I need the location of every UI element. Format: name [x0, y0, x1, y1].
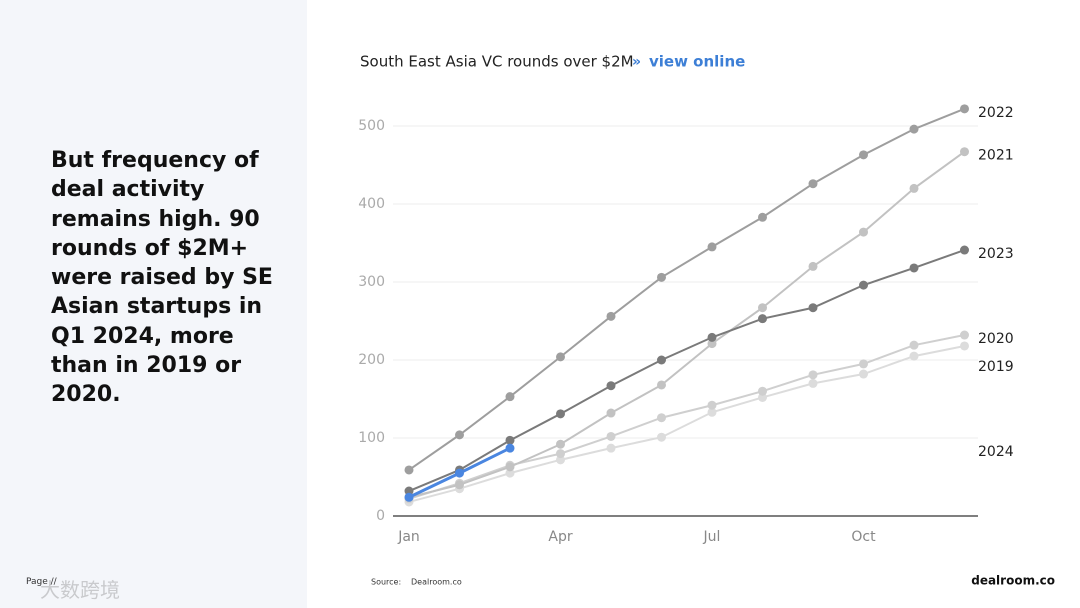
data-point	[960, 104, 969, 114]
data-point	[808, 370, 818, 380]
data-point	[556, 449, 565, 459]
view-online-link[interactable]: view online	[649, 53, 745, 71]
series-label: 2019	[978, 359, 1014, 375]
y-tick-label: 100	[358, 430, 385, 446]
data-point	[859, 227, 868, 237]
data-point	[808, 179, 818, 189]
series-label: 2023	[978, 246, 1014, 262]
data-point	[707, 400, 717, 410]
data-point	[606, 408, 616, 418]
left-panel: But frequency of deal activity remains h…	[0, 0, 307, 608]
data-point	[556, 352, 565, 362]
data-point	[707, 332, 717, 342]
data-point	[657, 413, 666, 423]
data-point	[808, 303, 818, 313]
data-point	[556, 455, 565, 465]
y-tick-label: 0	[376, 508, 385, 524]
data-point	[455, 430, 464, 440]
series-label: 2021	[978, 148, 1014, 164]
data-point	[859, 359, 868, 369]
data-point	[960, 330, 969, 340]
y-tick-label: 500	[358, 118, 385, 134]
data-point	[657, 272, 666, 282]
logo: dealroom.co	[971, 574, 1055, 588]
data-point	[404, 486, 414, 496]
series-label: 2024	[978, 444, 1014, 460]
data-point	[657, 355, 666, 365]
series-label: 2022	[978, 105, 1014, 121]
data-point	[455, 468, 464, 478]
data-point	[505, 468, 515, 478]
data-point	[455, 480, 464, 490]
heading: But frequency of deal activity remains h…	[51, 148, 273, 408]
series-line	[408, 344, 965, 503]
data-point	[960, 147, 969, 157]
source: Dealroom.co	[411, 578, 462, 587]
data-point	[657, 432, 666, 442]
data-point	[707, 242, 717, 252]
data-point	[758, 303, 767, 313]
x-tick-label: Apr	[548, 529, 572, 545]
data-point	[909, 340, 919, 350]
series-line	[408, 249, 965, 492]
data-point	[859, 150, 868, 160]
y-tick-label: 300	[358, 274, 385, 290]
data-point	[859, 280, 868, 290]
x-tick-label: Jul	[703, 529, 721, 545]
data-point	[707, 339, 717, 349]
data-point	[606, 311, 616, 321]
x-tick-label: Jan	[397, 529, 420, 545]
data-point	[909, 263, 919, 273]
data-point	[909, 124, 919, 134]
y-tick-label: 400	[358, 196, 385, 212]
data-point	[505, 392, 515, 402]
link-separator: »	[632, 54, 641, 70]
data-point	[606, 443, 616, 453]
data-point	[808, 378, 818, 388]
data-point	[758, 386, 767, 396]
series-label: 2020	[978, 331, 1014, 347]
data-point	[556, 409, 565, 419]
data-point	[960, 341, 969, 351]
data-point	[606, 431, 616, 441]
series-line	[408, 334, 965, 500]
page-label: Page //	[26, 577, 57, 587]
data-point	[909, 183, 919, 193]
data-point	[505, 443, 515, 453]
data-point	[960, 245, 969, 255]
data-point	[758, 392, 767, 402]
data-point	[707, 407, 717, 417]
data-point	[505, 435, 515, 445]
source-label: Source:	[371, 578, 401, 587]
data-point	[909, 351, 919, 361]
data-point	[556, 439, 565, 449]
data-point	[808, 261, 818, 271]
data-point	[404, 492, 414, 502]
watermark: 大数跨境	[40, 578, 120, 602]
y-tick-label: 200	[358, 352, 385, 368]
x-tick-label: Oct	[851, 529, 876, 545]
chart-title: South East Asia VC rounds over $2M	[360, 53, 634, 71]
data-point	[404, 465, 414, 475]
series-line	[408, 107, 965, 471]
data-point	[758, 212, 767, 222]
series-line	[408, 150, 966, 499]
data-point	[606, 381, 616, 391]
data-point	[859, 369, 868, 379]
data-point	[657, 380, 666, 390]
data-point	[505, 462, 515, 472]
data-point	[758, 314, 767, 324]
